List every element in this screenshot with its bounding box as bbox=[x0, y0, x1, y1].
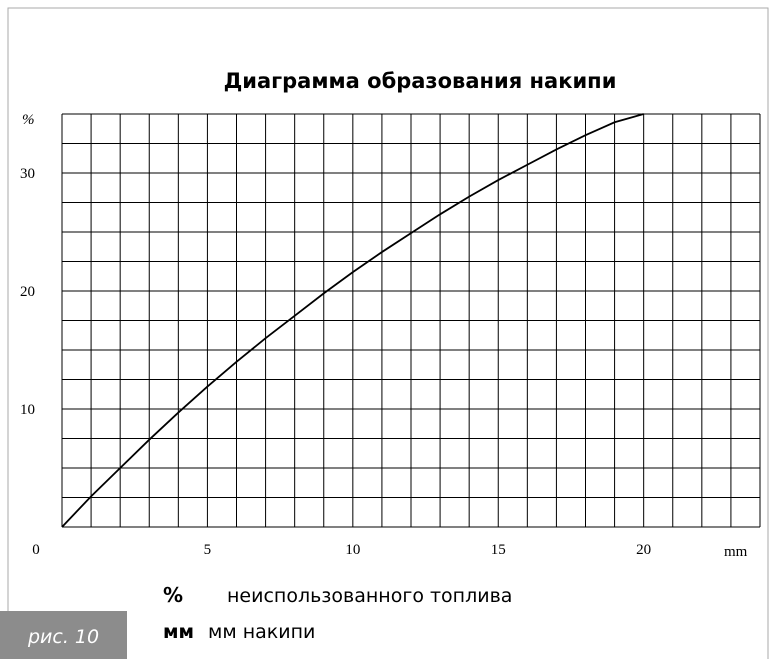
chart-title: Диаграмма образования накипи bbox=[224, 69, 617, 93]
x-tick-label: 5 bbox=[204, 542, 212, 558]
y-tick-label: 30 bbox=[20, 166, 35, 182]
x-tick-label: 20 bbox=[636, 542, 651, 558]
x-tick-label: 10 bbox=[345, 542, 360, 558]
x-tick-label: 0 bbox=[32, 542, 40, 558]
x-tick-label: 15 bbox=[491, 542, 506, 558]
figure-label-box bbox=[0, 611, 127, 659]
figure-label: рис. 10 bbox=[27, 626, 99, 648]
line bbox=[61, 113, 644, 528]
x-unit: mm bbox=[724, 544, 748, 560]
y-tick-label: 20 bbox=[20, 284, 35, 300]
legend-symbol: % bbox=[163, 583, 183, 607]
legend-text: мм накипи bbox=[208, 621, 315, 643]
legend-text: неиспользованного топлива bbox=[227, 585, 512, 607]
legend-symbol: мм bbox=[163, 621, 194, 643]
y-unit: % bbox=[22, 112, 35, 128]
frame bbox=[7, 7, 769, 659]
y-tick-label: 10 bbox=[20, 402, 35, 418]
